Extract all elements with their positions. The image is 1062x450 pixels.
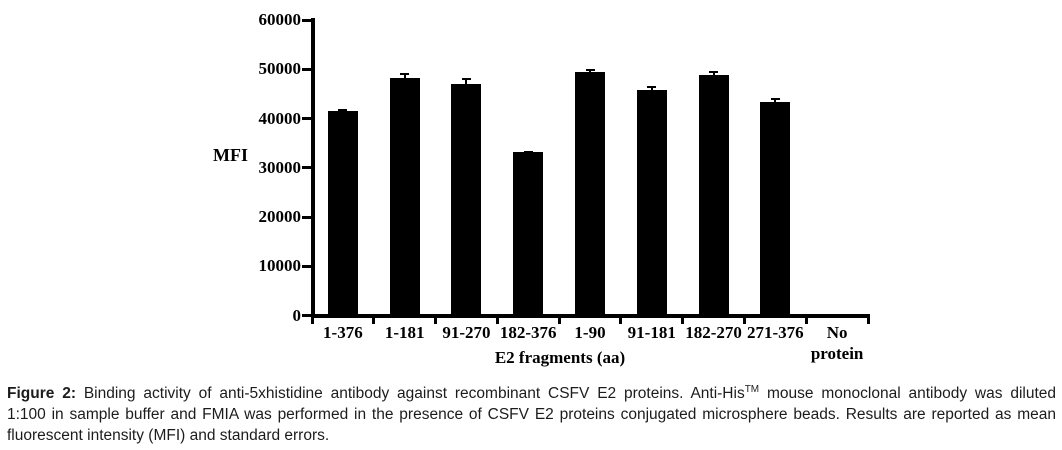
y-tick-label: 10000 (258, 256, 302, 276)
x-tick-label-1-376: 1-376 (323, 323, 363, 342)
error-bar-cap (400, 72, 410, 75)
error-bar-cap (338, 108, 348, 111)
y-tick-label: 50000 (258, 59, 302, 79)
error-bar-cap (647, 86, 657, 89)
y-tick (302, 67, 313, 71)
bar-91-181 (636, 89, 667, 317)
error-bar-stem (465, 79, 468, 85)
y-tick-label: 30000 (258, 157, 302, 177)
x-tick-label-no-protein: No protein (810, 323, 864, 363)
y-tick-label: 20000 (258, 207, 302, 226)
x-axis-title: E2 fragments (aa) (494, 348, 626, 367)
x-tick-label-91-181: 91-181 (627, 323, 676, 342)
bar-chart: 0 10000 20000 30000 40000 50000 60000 1-376 1-18… (258, 10, 870, 363)
error-bar-stem (650, 87, 653, 90)
x-tick (804, 317, 808, 324)
bar-1-376 (327, 111, 358, 317)
trademark-superscript: TM (744, 383, 760, 395)
error-bar-stem (712, 71, 715, 76)
y-tick (302, 166, 313, 170)
bar-182-376 (513, 152, 544, 317)
caption-text-pre-tm: Binding activity of anti-5xhistidine ant… (76, 385, 745, 402)
x-tick (681, 317, 685, 324)
error-bar-cap (523, 150, 533, 153)
error-bar-cap (461, 78, 471, 81)
y-tick-label: 60000 (258, 10, 302, 29)
x-tick-label-271-376: 271-376 (746, 323, 804, 342)
caption-figure-label: Figure 2: (7, 385, 76, 402)
bar-91-270 (451, 84, 482, 317)
x-tick (557, 317, 561, 324)
error-bar-cap (585, 69, 595, 72)
bar-1-90 (575, 71, 605, 317)
x-tick (742, 317, 746, 324)
bar-1-181 (389, 78, 420, 317)
y-tick (302, 215, 313, 219)
y-axis-title: MFI (213, 145, 248, 165)
y-tick (302, 18, 313, 22)
figure-caption: Figure 2: Binding activity of anti-5xhis… (7, 383, 1056, 446)
error-bar-stem (774, 98, 777, 103)
error-bar-cap (709, 70, 719, 73)
caption-line-2: 1:100 in sample buffer and FMIA was perf… (7, 406, 1056, 423)
bar-271-376 (760, 102, 791, 317)
x-tick (372, 317, 376, 324)
y-tick (302, 264, 313, 268)
bar-182-270 (698, 75, 729, 317)
y-tick (302, 117, 313, 120)
x-tick (866, 317, 870, 324)
caption-line-3: fluorescent intensity (MFI) and standard… (7, 427, 330, 444)
y-tick-label: 0 (292, 305, 302, 325)
caption-text-post-tm: mouse monoclonal antibody was diluted (759, 385, 1057, 402)
x-tick-label-1-90: 1-90 (574, 323, 606, 342)
x-tick (434, 317, 438, 324)
y-tick (302, 314, 313, 317)
x-tick-label-182-376: 182-376 (499, 323, 557, 342)
y-tick-label: 40000 (258, 108, 302, 128)
x-tick (495, 317, 499, 324)
y-axis-line (311, 18, 315, 318)
x-tick (619, 317, 623, 324)
x-tick (310, 317, 314, 324)
error-bar-stem (403, 73, 406, 79)
x-tick-label-1-181: 1-181 (384, 323, 425, 342)
x-tick-label-91-270: 91-270 (442, 323, 491, 342)
caption-line-1: Figure 2: Binding activity of anti-5xhis… (7, 383, 1056, 404)
error-bar-cap (770, 97, 780, 100)
x-tick-label-182-270: 182-270 (685, 323, 742, 342)
